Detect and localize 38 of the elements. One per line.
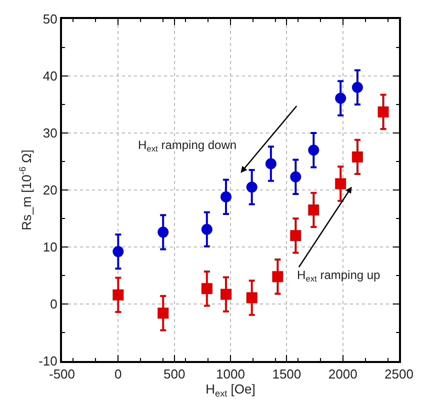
- x-tick-label: 2500: [384, 366, 414, 382]
- point: [201, 283, 212, 294]
- point: [158, 308, 169, 319]
- point: [201, 224, 212, 235]
- point: [335, 92, 346, 104]
- point: [290, 171, 302, 182]
- point: [272, 271, 284, 282]
- x-tick-label: 2000: [328, 366, 358, 382]
- y-tick-label: 50: [42, 12, 58, 27]
- point: [158, 226, 169, 238]
- x-tick-label: -500: [48, 366, 76, 382]
- y-tick-label: 0: [50, 296, 58, 312]
- x-tick-label: 500: [163, 366, 186, 382]
- point: [112, 246, 124, 258]
- point: [246, 292, 258, 304]
- point: [308, 204, 320, 216]
- point: [352, 151, 363, 162]
- x-tick-label: 1500: [272, 366, 302, 382]
- point: [335, 178, 346, 190]
- annotation: H$_{ext}$ ramping up: [297, 268, 381, 284]
- point: [352, 82, 363, 93]
- x-axis-title: H$_{ext}$ [Oe]: [206, 382, 256, 398]
- point: [308, 144, 320, 156]
- point: [265, 158, 276, 170]
- y-tick-label: 40: [42, 68, 58, 84]
- y-tick-label: 30: [42, 126, 58, 141]
- point: [290, 230, 302, 242]
- point: [112, 289, 124, 300]
- y-tick-label: 10: [42, 240, 58, 255]
- point: [246, 182, 258, 193]
- x-tick-label: 0: [114, 366, 122, 382]
- annotation: H$_{ext}$ ramping down: [138, 138, 237, 154]
- point: [220, 288, 232, 300]
- x-tick-label: 1000: [216, 366, 245, 382]
- y-tick-label: 20: [42, 182, 58, 198]
- point: [220, 191, 232, 202]
- y-tick-label: -10: [38, 354, 58, 369]
- point: [378, 106, 389, 118]
